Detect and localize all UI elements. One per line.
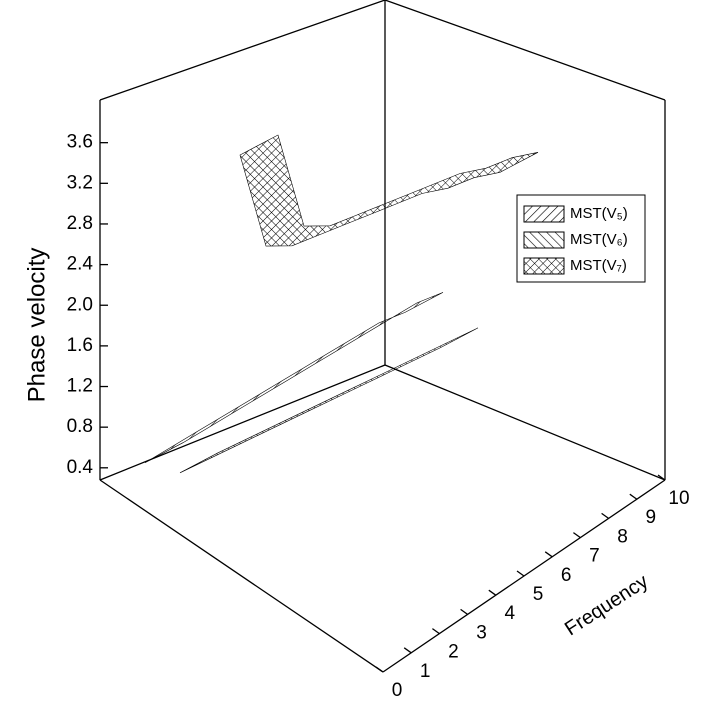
x-tick bbox=[375, 666, 384, 673]
x-tick-label: 2 bbox=[448, 642, 459, 663]
x-tick-label: 9 bbox=[646, 507, 657, 528]
z-tick-label: 1.6 bbox=[67, 335, 93, 356]
legend-swatch bbox=[523, 231, 565, 249]
z-tick-label: 0.4 bbox=[67, 457, 94, 478]
x-tick-label: 8 bbox=[617, 526, 628, 547]
x-tick-label: 7 bbox=[589, 546, 600, 567]
x-tick-label: 0 bbox=[392, 680, 403, 701]
legend-label: MST(V₆) bbox=[570, 231, 628, 248]
z-axis-label: Phase velocity bbox=[23, 248, 50, 403]
ribbon bbox=[239, 134, 539, 247]
ribbon bbox=[144, 292, 444, 463]
x-tick bbox=[432, 628, 440, 635]
x-tick bbox=[460, 608, 468, 615]
legend: MST(V₅) MST(V₆) MST(V₇) bbox=[516, 194, 646, 283]
z-tick-label: 2.0 bbox=[67, 294, 93, 315]
x-tick-label: 6 bbox=[561, 565, 572, 586]
z-tick-label: 2.8 bbox=[67, 213, 93, 234]
x-tick bbox=[573, 532, 581, 539]
box bbox=[99, 0, 666, 673]
legend-swatch bbox=[523, 257, 565, 275]
legend-label: MST(V₅) bbox=[570, 205, 628, 222]
x-tick bbox=[629, 493, 638, 500]
x-tick bbox=[488, 589, 497, 596]
x-tick bbox=[601, 512, 609, 519]
x-tick-label: 10 bbox=[668, 488, 689, 509]
legend-label: MST(V₇) bbox=[570, 257, 627, 274]
x-tick bbox=[657, 474, 666, 481]
z-tick-label: 3.2 bbox=[67, 172, 93, 193]
z-tick-label: 0.8 bbox=[67, 416, 93, 437]
x-tick bbox=[403, 647, 412, 654]
legend-swatch bbox=[523, 205, 565, 223]
x-tick bbox=[516, 570, 525, 577]
x-tick-label: 1 bbox=[420, 661, 431, 682]
x-tick-label: 4 bbox=[505, 603, 516, 624]
x-tick-label: 5 bbox=[533, 584, 544, 605]
z-tick-label: 1.2 bbox=[67, 376, 93, 397]
x-axis-label: Frequency bbox=[561, 570, 652, 640]
x-tick bbox=[544, 551, 553, 558]
z-tick-label: 3.6 bbox=[67, 132, 93, 153]
z-tick-label: 2.4 bbox=[67, 254, 94, 275]
ribbon bbox=[179, 327, 479, 474]
x-tick-label: 3 bbox=[476, 622, 487, 643]
